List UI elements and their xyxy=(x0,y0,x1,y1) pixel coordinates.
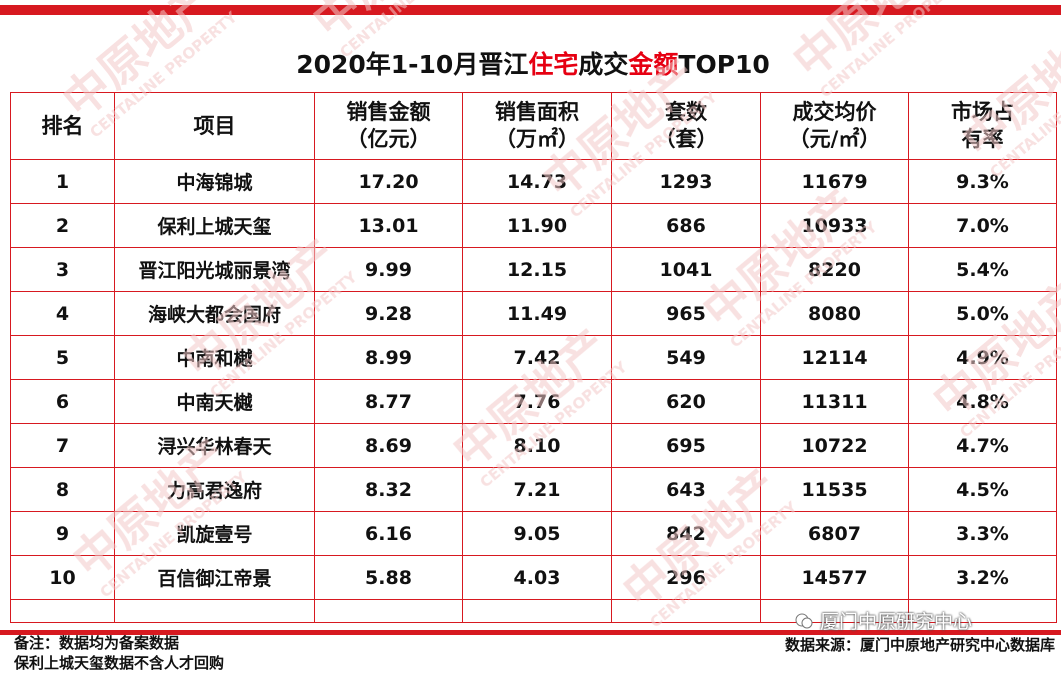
table-row: 3 晋江阳光城丽景湾 9.99 12.15 1041 8220 5.4% xyxy=(10,247,1057,292)
cell-area: 7.21 xyxy=(462,467,612,512)
cell-project: 中海锦城 xyxy=(114,159,315,204)
cell-rank: 4 xyxy=(10,291,115,336)
top10-table: 排名 项目 销售金额 （亿元） 销售面积 （万㎡） 套数 （套） 成交均价 （元/㎡） … xyxy=(10,92,1057,623)
cell-price: 6807 xyxy=(760,511,909,556)
cell-amount: 17.20 xyxy=(314,159,463,204)
data-source: 数据来源：厦门中原地产研究中心数据库 xyxy=(784,636,1055,654)
header-rank: 排名 xyxy=(10,92,115,160)
cell-amount: 8.77 xyxy=(314,379,463,424)
cell-share: 5.0% xyxy=(908,291,1057,336)
cell-rank: 7 xyxy=(10,423,115,468)
cell-price: 11535 xyxy=(760,467,909,512)
cell-project: 海峡大都会国府 xyxy=(114,291,315,336)
cell-share: 4.8% xyxy=(908,379,1057,424)
cell-area: 9.05 xyxy=(462,511,612,556)
cell-units: 643 xyxy=(611,467,761,512)
cell-area: 4.03 xyxy=(462,555,612,600)
cell-price: 11679 xyxy=(760,159,909,204)
header-avg-price: 成交均价 （元/㎡） xyxy=(760,92,909,160)
cell-units: 549 xyxy=(611,335,761,380)
cell-area: 7.76 xyxy=(462,379,612,424)
cell-share: 4.7% xyxy=(908,423,1057,468)
cell-units: 296 xyxy=(611,555,761,600)
table-row: 8 力高君逸府 8.32 7.21 643 11535 4.5% xyxy=(10,467,1057,512)
table-row: 9 凯旋壹号 6.16 9.05 842 6807 3.3% xyxy=(10,511,1057,556)
header-units: 套数 （套） xyxy=(611,92,761,160)
cell-area: 11.49 xyxy=(462,291,612,336)
cell-price: 11311 xyxy=(760,379,909,424)
cell-amount: 8.99 xyxy=(314,335,463,380)
cell-share: 4.9% xyxy=(908,335,1057,380)
table-row: 2 保利上城天玺 13.01 11.90 686 10933 7.0% xyxy=(10,203,1057,248)
cell-area: 11.90 xyxy=(462,203,612,248)
cell-price: 8080 xyxy=(760,291,909,336)
page-title: 2020年1-10月晋江住宅成交金额TOP10 xyxy=(296,50,770,79)
note-line-1: 备注：数据均为备案数据 xyxy=(14,634,180,652)
wechat-account-name: 厦门中原研究中心 xyxy=(820,611,973,633)
cell-area: 7.42 xyxy=(462,335,612,380)
cell-amount: 5.88 xyxy=(314,555,463,600)
top-red-bar xyxy=(0,5,1061,15)
cell-share: 5.4% xyxy=(908,247,1057,292)
cell-share: 4.5% xyxy=(908,467,1057,512)
cell-price: 10933 xyxy=(760,203,909,248)
cell-rank: 8 xyxy=(10,467,115,512)
cell-price: 8220 xyxy=(760,247,909,292)
table-blank-row xyxy=(10,599,1057,623)
cell-amount: 9.99 xyxy=(314,247,463,292)
table-row: 10 百信御江帝景 5.88 4.03 296 14577 3.2% xyxy=(10,555,1057,600)
cell-units: 686 xyxy=(611,203,761,248)
wechat-account-badge: 厦门中原研究中心 xyxy=(794,607,972,634)
cell-units: 1293 xyxy=(611,159,761,204)
bottom-red-bar xyxy=(0,630,1061,635)
table-row: 5 中南和樾 8.99 7.42 549 12114 4.9% xyxy=(10,335,1057,380)
table-header-row: 排名 项目 销售金额 （亿元） 销售面积 （万㎡） 套数 （套） 成交均价 （元/㎡） … xyxy=(10,92,1057,160)
cell-amount: 8.32 xyxy=(314,467,463,512)
wechat-icon xyxy=(795,613,813,628)
header-market-share: 市场占 有率 xyxy=(908,92,1057,160)
cell-rank: 3 xyxy=(10,247,115,292)
cell-rank: 1 xyxy=(10,159,115,204)
cell-price: 10722 xyxy=(760,423,909,468)
table-row: 4 海峡大都会国府 9.28 11.49 965 8080 5.0% xyxy=(10,291,1057,336)
cell-project: 力高君逸府 xyxy=(114,467,315,512)
table-row: 7 浔兴华林春天 8.69 8.10 695 10722 4.7% xyxy=(10,423,1057,468)
cell-price: 12114 xyxy=(760,335,909,380)
header-sales-amount: 销售金额 （亿元） xyxy=(314,92,463,160)
cell-share: 9.3% xyxy=(908,159,1057,204)
cell-rank: 6 xyxy=(10,379,115,424)
cell-rank: 9 xyxy=(10,511,115,556)
cell-units: 965 xyxy=(611,291,761,336)
cell-rank: 10 xyxy=(10,555,115,600)
cell-project: 浔兴华林春天 xyxy=(114,423,315,468)
cell-units: 620 xyxy=(611,379,761,424)
cell-project: 晋江阳光城丽景湾 xyxy=(114,247,315,292)
cell-amount: 9.28 xyxy=(314,291,463,336)
note-line-2: 保利上城天玺数据不含人才回购 xyxy=(14,654,225,672)
cell-project: 百信御江帝景 xyxy=(114,555,315,600)
cell-amount: 8.69 xyxy=(314,423,463,468)
table-row: 6 中南天樾 8.77 7.76 620 11311 4.8% xyxy=(10,379,1057,424)
header-sales-area: 销售面积 （万㎡） xyxy=(462,92,612,160)
cell-share: 7.0% xyxy=(908,203,1057,248)
cell-amount: 13.01 xyxy=(314,203,463,248)
cell-area: 14.73 xyxy=(462,159,612,204)
cell-share: 3.3% xyxy=(908,511,1057,556)
cell-units: 1041 xyxy=(611,247,761,292)
cell-units: 842 xyxy=(611,511,761,556)
table-row: 1 中海锦城 17.20 14.73 1293 11679 9.3% xyxy=(10,159,1057,204)
cell-share: 3.2% xyxy=(908,555,1057,600)
cell-area: 8.10 xyxy=(462,423,612,468)
header-project: 项目 xyxy=(114,92,315,160)
cell-project: 中南和樾 xyxy=(114,335,315,380)
cell-amount: 6.16 xyxy=(314,511,463,556)
cell-price: 14577 xyxy=(760,555,909,600)
cell-rank: 2 xyxy=(10,203,115,248)
cell-rank: 5 xyxy=(10,335,115,380)
cell-units: 695 xyxy=(611,423,761,468)
cell-project: 中南天樾 xyxy=(114,379,315,424)
cell-area: 12.15 xyxy=(462,247,612,292)
cell-project: 保利上城天玺 xyxy=(114,203,315,248)
cell-project: 凯旋壹号 xyxy=(114,511,315,556)
